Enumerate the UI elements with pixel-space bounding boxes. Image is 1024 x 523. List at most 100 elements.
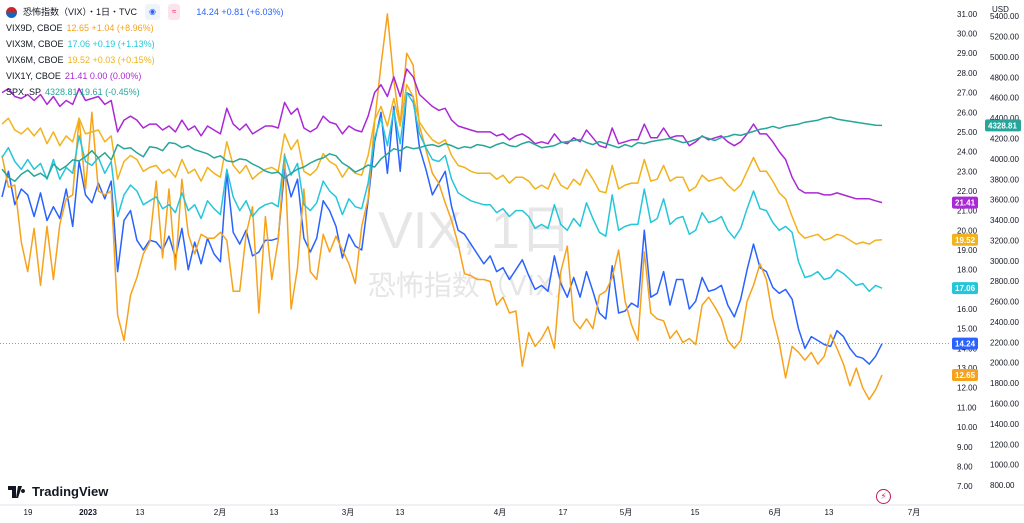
left-axis-tick-label: 27.00	[957, 89, 978, 98]
right-axis-tick-label: 2200.00	[990, 338, 1019, 347]
right-axis-tick-label: 4600.00	[990, 94, 1019, 103]
left-axis-tick-label: 15.00	[957, 325, 978, 334]
eye-icon[interactable]: ◉	[145, 4, 160, 20]
legend-row[interactable]: SPX, SP 4328.81 19.61 (-0.45%)	[6, 84, 283, 100]
right-axis-tick-label: 3000.00	[990, 257, 1019, 266]
time-axis[interactable]: 19 2023 13 2月 13 3月 13 4月 17 5月 15 6月 13 7月	[0, 504, 1024, 517]
time-axis-tick-label: 6月	[769, 508, 781, 517]
legend-row[interactable]: VIX1Y, CBOE 21.41 0.00 (0.00%)	[6, 68, 283, 84]
right-axis-tick-label: 800.00	[990, 481, 1015, 490]
price-label-text: 4328.81	[988, 121, 1017, 130]
series-line-spx[interactable]	[1, 116, 883, 183]
price-labels: 4328.81 21.41 19.52 17.06 14.24 12.65	[952, 119, 1021, 381]
left-axis-tick-label: 12.00	[957, 384, 978, 393]
legend-series-value: 12.65 +1.04 (+8.96%)	[66, 23, 154, 33]
main-symbol[interactable]: 恐怖指数（VIX）・1日・TVC	[23, 7, 138, 17]
legend-series-value: 19.52 +0.03 (+0.15%)	[67, 55, 155, 65]
right-axis-tick-label: 3200.00	[990, 236, 1019, 245]
time-axis-tick-label: 13	[825, 508, 834, 517]
price-label-background	[952, 368, 978, 381]
time-axis-tick-label: 2023	[79, 508, 97, 517]
right-axis-tick-label: 1200.00	[990, 440, 1019, 449]
left-axis-tick-label: 21.00	[957, 207, 978, 216]
legend-row[interactable]: VIX3M, CBOE 17.06 +0.19 (+1.13%)	[6, 36, 283, 52]
right-axis-tick-label: 3800.00	[990, 175, 1019, 184]
legend-main-row[interactable]: 恐怖指数（VIX）・1日・TVC ◉ ≈ 14.24 +0.81 (+6.03%…	[6, 4, 283, 20]
price-label-background	[952, 196, 978, 209]
left-axis-tick-label: 13.00	[957, 364, 978, 373]
time-axis-tick-label: 19	[24, 508, 33, 517]
legend-row[interactable]: VIX6M, CBOE 19.52 +0.03 (+0.15%)	[6, 52, 283, 68]
left-axis-tick-label: 28.00	[957, 69, 978, 78]
legend-series-name: VIX9D, CBOE	[6, 23, 63, 33]
left-axis-tick-label: 7.00	[957, 482, 973, 491]
legend-series-value: 4328.81 19.61 (-0.45%)	[45, 87, 140, 97]
currency-label[interactable]: USD	[992, 5, 1009, 14]
chart-style-icon[interactable]: ≈	[168, 4, 181, 20]
legend-series-name: VIX6M, CBOE	[6, 55, 64, 65]
right-axis-tick-label: 5200.00	[990, 33, 1019, 42]
left-axis-tick-label: 26.00	[957, 108, 978, 117]
right-axis-tick-label: 1400.00	[990, 420, 1019, 429]
right-axis-tick-label: 3400.00	[990, 216, 1019, 225]
price-label-background	[952, 282, 978, 295]
left-axis-tick-label: 31.00	[957, 10, 978, 19]
main-symbol-value: 14.24 +0.81 (+6.03%)	[196, 7, 284, 17]
series-line-vix6m[interactable]	[1, 83, 883, 245]
price-label-text: 14.24	[955, 340, 976, 349]
tradingview-logo-icon	[8, 485, 26, 498]
right-axis-tick-label: 4000.00	[990, 155, 1019, 164]
left-axis-tick-label: 30.00	[957, 30, 978, 39]
legend-series-value: 21.41 0.00 (0.00%)	[64, 71, 142, 81]
left-axis-tick-label: 11.00	[957, 403, 977, 412]
right-axis-tick-label: 1600.00	[990, 399, 1019, 408]
price-label-pill: 21.41	[952, 196, 978, 209]
left-price-axis[interactable]: 7.008.009.0010.0011.0012.0013.0014.0015.…	[957, 10, 978, 491]
brand-name: TradingView	[32, 484, 109, 499]
left-axis-tick-label: 9.00	[957, 443, 973, 452]
right-price-axis[interactable]: 800.00 1000.00 1200.00 1400.00 1600.00 1800.0…	[990, 12, 1019, 490]
time-axis-tick-label: 7月	[908, 508, 920, 517]
us-flag-icon	[6, 6, 17, 18]
series-line-vix9d[interactable]	[1, 13, 883, 401]
right-axis-tick-label: 4400.00	[990, 114, 1019, 123]
right-axis-tick-label: 4800.00	[990, 73, 1019, 82]
left-axis-tick-label: 8.00	[957, 462, 973, 471]
legend-series-name: SPX, SP	[6, 87, 42, 97]
left-axis-tick-label: 10.00	[957, 423, 978, 432]
price-label-text: 12.65	[955, 371, 976, 380]
price-label-text: 19.52	[955, 236, 976, 245]
right-axis-tick-label: 2000.00	[990, 359, 1019, 368]
time-axis-tick-label: 13	[396, 508, 405, 517]
series-line-vix3m[interactable]	[1, 91, 883, 293]
left-axis-tick-label: 22.00	[957, 187, 978, 196]
legend-series-name: VIX1Y, CBOE	[6, 71, 61, 81]
legend-row[interactable]: VIX9D, CBOE 12.65 +1.04 (+8.96%)	[6, 20, 283, 36]
left-axis-tick-label: 25.00	[957, 128, 978, 137]
right-axis-tick-label: 3600.00	[990, 196, 1019, 205]
price-label-pill: 17.06	[952, 282, 978, 295]
series-line-vix1y[interactable]	[1, 68, 883, 204]
price-label-background	[985, 119, 1021, 132]
price-label-text: 21.41	[955, 199, 976, 208]
lightning-icon[interactable]: ⚡	[876, 489, 891, 504]
legend: 恐怖指数（VIX）・1日・TVC ◉ ≈ 14.24 +0.81 (+6.03%…	[6, 4, 283, 100]
price-label-background	[952, 233, 978, 246]
left-axis-tick-label: 16.00	[957, 305, 978, 314]
left-axis-tick-label: 29.00	[957, 49, 978, 58]
time-axis-tick-label: 13	[270, 508, 279, 517]
time-axis-tick-label: 4月	[494, 508, 506, 517]
right-axis-tick-label: 2800.00	[990, 277, 1019, 286]
left-axis-tick-label: 24.00	[957, 148, 978, 157]
watermark: VIX, 1日 恐怖指数（VIX）	[368, 202, 583, 302]
tradingview-logo[interactable]: TradingView	[8, 484, 108, 499]
legend-series-name: VIX3M, CBOE	[6, 39, 64, 49]
time-axis-tick-label: 5月	[620, 508, 632, 517]
time-axis-tick-label: 17	[559, 508, 568, 517]
series-line-vix[interactable]	[1, 91, 883, 365]
right-axis-tick-label: 5400.00	[990, 12, 1019, 21]
left-axis-tick-label: 20.00	[957, 226, 978, 235]
price-label-pill: 14.24	[952, 337, 978, 350]
right-axis-tick-label: 2400.00	[990, 318, 1019, 327]
